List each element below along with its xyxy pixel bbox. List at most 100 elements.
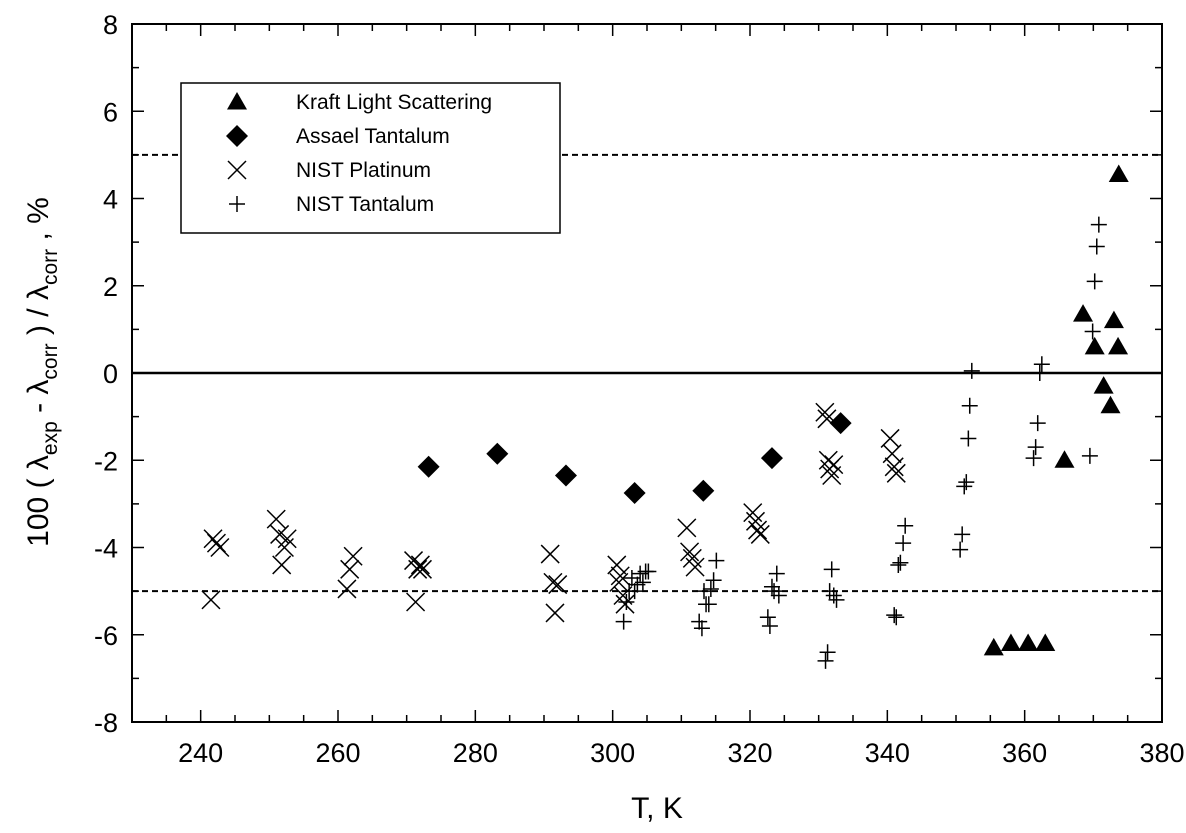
- y-tick-label: 4: [103, 185, 118, 215]
- data-point: [340, 559, 360, 579]
- data-point: [1000, 633, 1021, 651]
- legend-marker: [227, 160, 247, 180]
- data-point: [824, 455, 844, 475]
- data-point: [412, 559, 432, 579]
- legend: Kraft Light Scattering Assael Tantalum NIS…: [180, 82, 561, 234]
- x-tick-label: 340: [865, 738, 910, 768]
- data-point: [952, 541, 969, 558]
- legend-label: NIST Tantalum: [296, 193, 434, 216]
- y-tick-label: -8: [94, 708, 118, 738]
- data-point: [818, 450, 838, 470]
- data-point: [750, 524, 770, 544]
- data-point: [760, 447, 783, 470]
- data-point: [828, 591, 845, 608]
- data-point: [408, 559, 428, 579]
- data-point: [745, 511, 766, 531]
- data-point: [705, 572, 722, 589]
- data-point: [708, 552, 725, 569]
- y-tick-label: 6: [103, 97, 118, 127]
- x-tick-label: 380: [1139, 738, 1184, 768]
- data-point: [201, 590, 221, 610]
- data-point: [609, 572, 629, 592]
- data-point: [1086, 273, 1103, 290]
- data-point: [886, 607, 903, 624]
- data-point: [343, 546, 363, 566]
- data-point: [829, 412, 852, 435]
- data-point: [766, 583, 783, 600]
- y-tick-label: -4: [94, 534, 118, 564]
- data-point: [486, 442, 509, 465]
- data-point: [266, 509, 286, 529]
- y-tick-label: -6: [94, 621, 118, 651]
- plot-area: 240 260 280 300 320 340 360 380 -8 -6 -4 -2 0 2 4 6 8: [94, 10, 1185, 768]
- series-2: [201, 402, 906, 623]
- data-point: [892, 554, 909, 571]
- y-axis-label-group: 100 ( λexp - λcorr ) / λcorr , %: [22, 197, 62, 547]
- data-point: [543, 572, 563, 592]
- data-point: [692, 479, 715, 502]
- data-point: [685, 557, 705, 577]
- legend-label: Kraft Light Scattering: [296, 91, 492, 114]
- data-point: [1027, 439, 1044, 456]
- data-point: [545, 603, 565, 623]
- data-point: [1029, 415, 1046, 432]
- data-point: [610, 566, 630, 586]
- x-axis-label: T, K: [631, 792, 683, 825]
- data-point: [615, 613, 632, 630]
- data-point: [890, 556, 907, 573]
- legend-marker: [227, 92, 247, 110]
- data-point: [761, 618, 778, 635]
- legend-marker: [226, 125, 248, 147]
- data-point: [880, 428, 900, 448]
- data-point: [1054, 450, 1075, 468]
- data-point: [961, 397, 978, 414]
- data-point: [607, 555, 627, 575]
- data-point: [634, 574, 651, 591]
- y-tick-label: -2: [94, 446, 118, 476]
- data-point: [888, 609, 905, 626]
- data-point: [691, 613, 708, 630]
- data-point: [277, 529, 297, 549]
- data-point: [768, 565, 785, 582]
- data-point: [677, 518, 697, 538]
- data-point: [821, 583, 838, 600]
- data-point: [960, 430, 977, 447]
- series-0: [983, 164, 1129, 656]
- x-tick-label: 240: [178, 738, 223, 768]
- data-point: [1018, 633, 1039, 651]
- x-tick-label: 360: [1002, 738, 1047, 768]
- legend-label: NIST Platinum: [296, 159, 431, 182]
- data-point: [618, 594, 635, 611]
- data-point: [815, 402, 835, 422]
- data-point: [693, 620, 710, 637]
- y-tick-label: 2: [103, 272, 118, 302]
- data-point: [1033, 356, 1050, 373]
- data-point: [770, 587, 787, 604]
- data-point: [1031, 365, 1048, 381]
- data-point: [626, 583, 643, 600]
- data-point: [410, 555, 430, 575]
- data-point: [702, 580, 719, 597]
- data-point: [1073, 304, 1094, 322]
- data-point: [886, 463, 906, 483]
- data-point: [954, 526, 971, 543]
- data-point: [1108, 336, 1129, 355]
- data-point: [695, 583, 712, 600]
- data-point: [554, 464, 577, 487]
- data-point: [983, 637, 1004, 656]
- data-point: [540, 544, 560, 564]
- data-point: [895, 535, 912, 552]
- data-point: [1100, 395, 1121, 414]
- data-point: [748, 520, 768, 540]
- data-point: [1025, 450, 1042, 467]
- data-point: [680, 542, 700, 562]
- data-point: [337, 579, 357, 599]
- data-point: [759, 609, 776, 626]
- x-tick-label: 280: [453, 738, 498, 768]
- data-point: [1081, 447, 1098, 464]
- data-point: [963, 362, 980, 379]
- data-point: [1084, 323, 1101, 340]
- data-point: [882, 444, 902, 464]
- data-point: [700, 596, 717, 613]
- series-1: [417, 412, 852, 504]
